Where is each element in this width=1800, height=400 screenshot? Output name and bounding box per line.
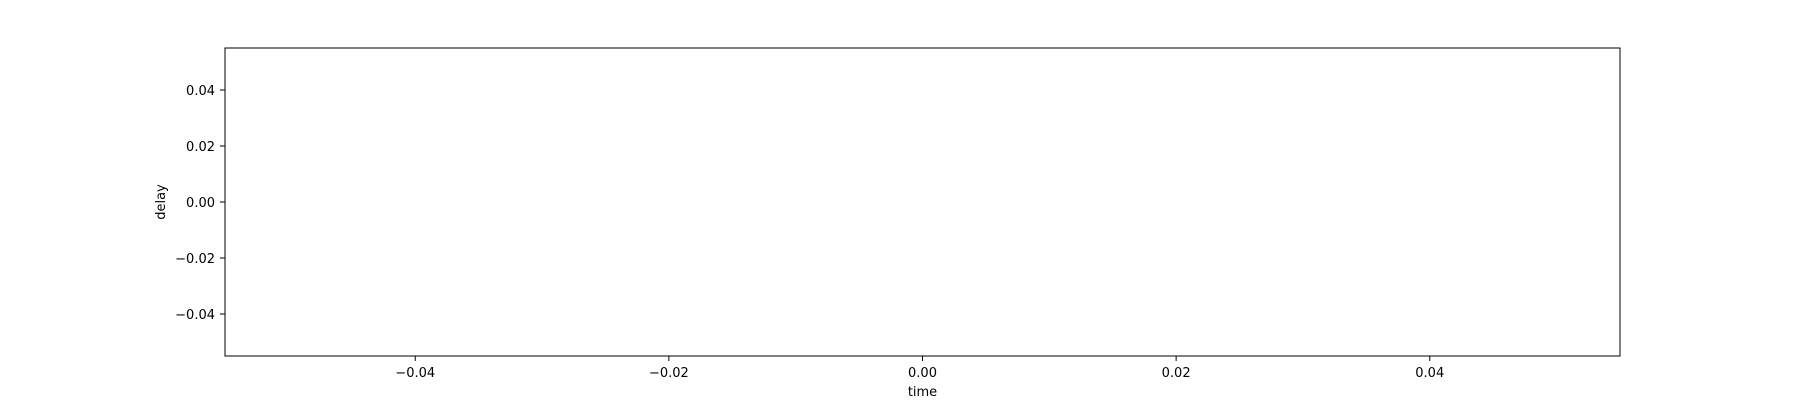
x-tick-label: −0.02 [649,366,689,381]
x-tick-label: 0.02 [1162,366,1191,381]
plot-area [224,47,1621,357]
y-tick-label: −0.02 [175,252,215,267]
y-axis: 0.04 0.02 0.00 −0.02 −0.04 [175,84,225,323]
y-tick-label: 0.00 [186,196,215,211]
x-axis: −0.04 −0.02 0.00 0.02 0.04 [395,356,1444,381]
x-tick-label: 0.00 [908,366,937,381]
x-axis-label: time [908,385,937,400]
y-tick-label: −0.04 [175,308,215,323]
x-tick-label: −0.04 [395,366,435,381]
x-tick-label: 0.04 [1415,366,1444,381]
y-axis-label: delay [154,184,169,220]
y-tick-label: 0.04 [186,84,215,99]
y-tick-label: 0.02 [186,140,215,155]
